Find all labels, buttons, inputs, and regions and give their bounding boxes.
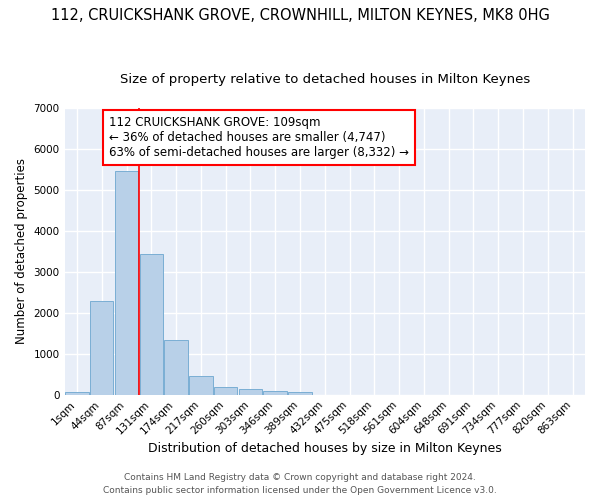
Text: 112, CRUICKSHANK GROVE, CROWNHILL, MILTON KEYNES, MK8 0HG: 112, CRUICKSHANK GROVE, CROWNHILL, MILTO…: [50, 8, 550, 22]
Bar: [214, 387, 238, 394]
Bar: [140, 254, 163, 394]
Bar: [65, 392, 89, 394]
Text: Contains HM Land Registry data © Crown copyright and database right 2024.
Contai: Contains HM Land Registry data © Crown c…: [103, 474, 497, 495]
Bar: [239, 388, 262, 394]
Bar: [263, 392, 287, 394]
Bar: [90, 301, 113, 394]
Bar: [288, 392, 312, 394]
Bar: [164, 340, 188, 394]
Y-axis label: Number of detached properties: Number of detached properties: [15, 158, 28, 344]
X-axis label: Distribution of detached houses by size in Milton Keynes: Distribution of detached houses by size …: [148, 442, 502, 455]
Text: 112 CRUICKSHANK GROVE: 109sqm
← 36% of detached houses are smaller (4,747)
63% o: 112 CRUICKSHANK GROVE: 109sqm ← 36% of d…: [109, 116, 409, 159]
Bar: [115, 171, 138, 394]
Bar: [189, 376, 212, 394]
Title: Size of property relative to detached houses in Milton Keynes: Size of property relative to detached ho…: [119, 72, 530, 86]
